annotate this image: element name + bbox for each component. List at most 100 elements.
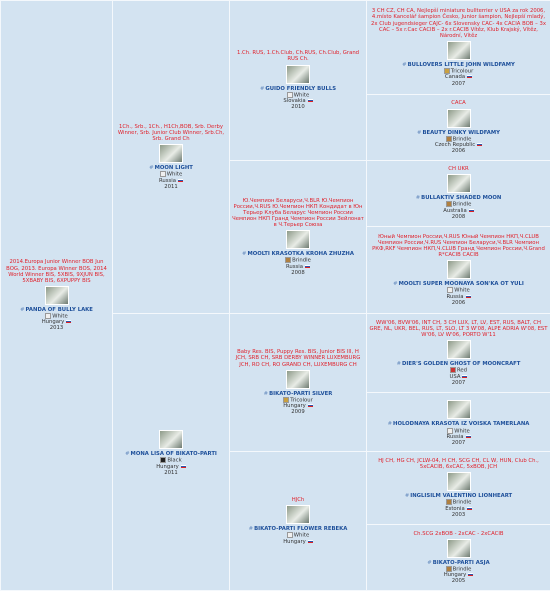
dog-cell: 1.Ch. RUS, 1.Ch.Club, Ch.RUS, Ch.Club, G…: [229, 0, 367, 161]
dog-name[interactable]: BIKATO-PARTI FLOWER REBEKA: [232, 526, 364, 532]
dog-photo: [286, 369, 310, 389]
dog-country-row: Hungary: [3, 319, 110, 325]
dog-photo: [446, 340, 471, 360]
dog-cell: Baby Res. BIS, Puppy Res. BIS, Junior BI…: [229, 312, 367, 453]
dog-photo: [286, 64, 310, 84]
dog-country: Estonia: [445, 506, 465, 512]
dog-titles: 3 CH CZ, CH CA, Nejlepší miniature bullt…: [371, 8, 546, 39]
dog-color: Red: [456, 367, 468, 374]
dog-name[interactable]: BULLOVERS LITTLE JOHN WILDFAMY: [369, 62, 548, 68]
dog-name[interactable]: MOOLTI KRASOTKA KROHA ZHUZHA: [232, 251, 364, 257]
country-flag: [467, 75, 473, 79]
dog-country-row: Australia: [369, 208, 548, 214]
dog-photo: [446, 259, 471, 279]
dog-color-row: Tricolour: [369, 67, 548, 75]
dog-year: 2006: [451, 299, 466, 306]
color-swatch: [159, 171, 166, 178]
dog-country: Hungary: [41, 319, 65, 326]
pedigree-row: Ch.SCG 2xBOB - 2xCAC - 2xCACIB BIKATO-PAR…: [1, 524, 550, 591]
dog-name[interactable]: BULLAKTIV SHADED MOON: [369, 195, 548, 201]
dog-name[interactable]: BEAUTY DINKY WILDFAMY: [369, 130, 548, 136]
dog-color: White: [293, 532, 310, 539]
pedigree-row: Ю.Чемпион Беларуси,Ч.BLR Ю.Чемпион Росси…: [1, 159, 550, 314]
dog-name[interactable]: MONA LISA OF BIKATO-PARTI: [115, 451, 227, 457]
color-swatch: [447, 286, 454, 293]
dog-country-row: Estonia: [369, 506, 548, 512]
dog-color: White: [52, 313, 68, 320]
pedigree-row: HOLODNAYA KRASOTA IZ VOISKA TAMERLANAWhi…: [1, 392, 550, 453]
dog-country-row: USA: [369, 374, 548, 380]
dog-name[interactable]: MOON LIGHT: [115, 165, 227, 171]
dog-cell: 3 CH CZ, CH CA, Nejlepší miniature bullt…: [366, 0, 550, 95]
dog-country: Russia: [446, 293, 464, 300]
dog-name[interactable]: PANDA OF BULLY LAKE: [3, 307, 110, 313]
dog-photo: [446, 174, 471, 194]
dog-country: Russia: [285, 263, 304, 270]
dog-year: 2007: [451, 379, 466, 386]
country-flag: [468, 209, 474, 212]
dog-color-row: Brindle: [369, 135, 548, 143]
dog-photo: [446, 40, 471, 60]
dog-year: 2008: [291, 269, 305, 276]
dog-color: Tricolour: [290, 397, 313, 404]
dog-color: White: [166, 171, 183, 178]
dog-titles: 1.Ch. RUS, 1.Ch.Club, Ch.RUS, Ch.Club, G…: [236, 50, 360, 63]
dog-cell: CH UKR BULLAKTIV SHADED MOONBrindleAustra…: [366, 159, 550, 227]
country-flag: [305, 264, 311, 268]
dog-year: 2011: [164, 469, 178, 476]
dog-color: Brindle: [452, 566, 472, 573]
dog-country: Russia: [158, 177, 177, 184]
dog-titles: CACA: [451, 100, 466, 107]
dog-country: Hungary: [283, 403, 306, 410]
country-flag: [307, 539, 313, 543]
dog-titles: WW'06, BVW'06, INT CH, 3 CH LUX, LT, LV,…: [369, 319, 548, 339]
dog-country-row: Russia: [232, 264, 364, 270]
dog-name[interactable]: DIER'S GOLDEN GHOST OF MOONCRAFT: [369, 361, 548, 367]
country-flag: [307, 404, 313, 408]
dog-titles: HJCh: [291, 497, 305, 504]
dog-photo: [44, 285, 69, 305]
dog-year: 2003: [451, 512, 466, 519]
dog-color-row: White: [232, 91, 364, 99]
dog-color: Brindle: [452, 201, 472, 208]
dog-country: Hungary: [156, 463, 179, 470]
dog-year: 2010: [291, 104, 305, 111]
dog-year: 2006: [451, 148, 466, 155]
dog-name[interactable]: BIKATO-PARTI ASJA: [369, 560, 548, 566]
color-swatch: [160, 456, 167, 463]
dog-name[interactable]: GUIDO FRIENDLY BULLS: [232, 86, 364, 92]
dog-year: 2013: [49, 325, 64, 332]
dog-color-row: Brindle: [369, 499, 548, 506]
dog-color: Black: [167, 457, 182, 464]
dog-photo: [446, 538, 471, 558]
dog-photo: [446, 472, 471, 492]
dog-name[interactable]: INGLISILM VALENTINO LIONHEART: [369, 493, 548, 499]
dog-cell: MONA LISA OF BIKATO-PARTIBlackHungary201…: [112, 312, 230, 591]
country-flag: [466, 507, 472, 510]
dog-name[interactable]: BIKATO-PARTI SILVER: [232, 391, 364, 397]
dog-country: Russia: [446, 434, 464, 441]
dog-country-row: Czech Republic: [369, 142, 548, 148]
dog-name[interactable]: MOOLTI SUPER MOONAYA SON'KA OT YULI: [369, 281, 548, 287]
dog-titles: 1Ch., Srb., 1Ch., H1Ch,BOB, Srb. Derby W…: [117, 123, 225, 142]
country-flag: [66, 320, 72, 324]
dog-cell: WW'06, BVW'06, INT CH, 3 CH LUX, LT, LV,…: [366, 312, 550, 394]
dog-color: White: [293, 92, 310, 99]
dog-cell: Ch.SCG 2xBOB - 2xCAC - 2xCACIB BIKATO-PAR…: [366, 524, 550, 591]
dog-country-row: Canada: [369, 74, 548, 80]
dog-color-row: White: [3, 312, 110, 320]
dog-year: 2007: [451, 440, 466, 447]
dog-country-row: Russia: [369, 434, 548, 440]
dog-photo: [446, 400, 471, 420]
dog-name[interactable]: HOLODNAYA KRASOTA IZ VOISKA TAMERLANA: [369, 421, 548, 427]
dog-color-row: Red: [369, 367, 548, 374]
country-flag: [462, 374, 468, 378]
dog-year: 2011: [164, 183, 178, 190]
dog-country-row: Russia: [369, 294, 548, 300]
color-swatch: [286, 532, 293, 539]
country-flag: [465, 435, 471, 439]
dog-cell: Юный Чемпион России,Ч.RUS Юный Чемпион Н…: [366, 225, 550, 314]
